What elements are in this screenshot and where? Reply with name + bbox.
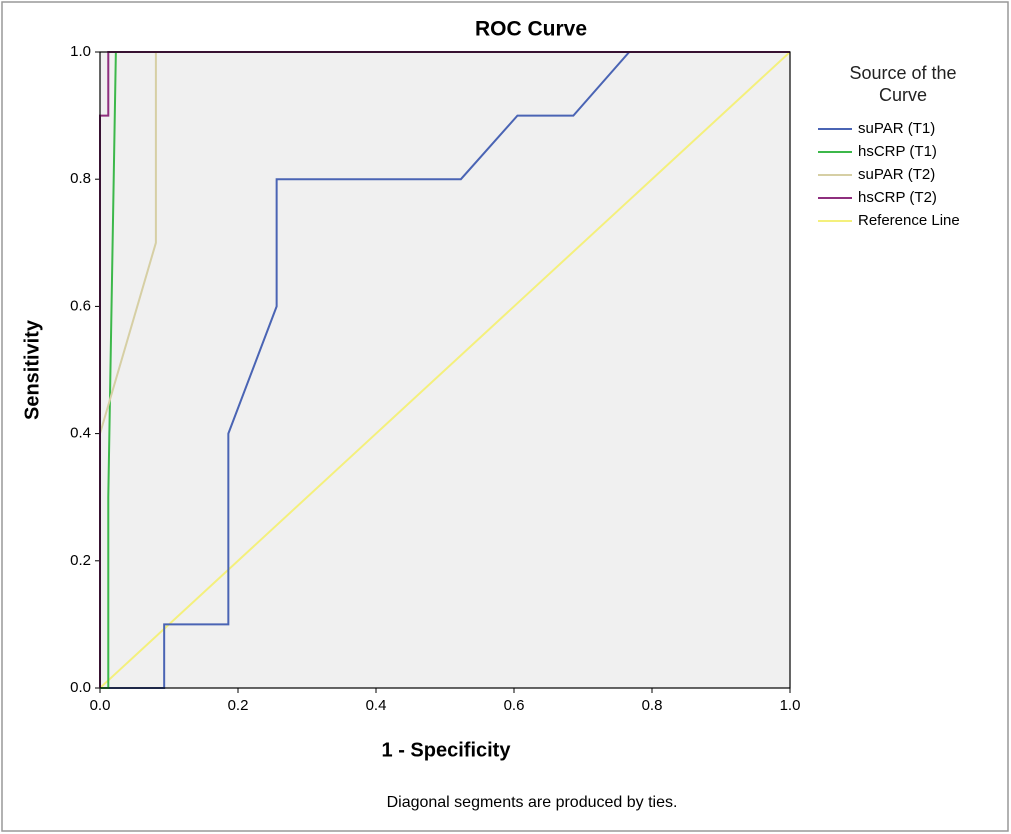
x-tick-label: 0.2 [228,697,249,714]
y-tick-label: 0.0 [70,679,91,696]
legend-label: suPAR (T2) [858,166,935,183]
y-tick-label: 1.0 [70,43,91,60]
legend-label: hsCRP (T1) [858,143,937,160]
roc-curve [100,51,790,689]
x-tick-label: 0.8 [642,697,663,714]
roc-curve [99,51,791,689]
y-tick-label: 0.8 [70,170,91,187]
y-tick-label: 0.6 [70,297,91,314]
x-tick-label: 0.4 [366,697,387,714]
legend-label: hsCRP (T2) [858,189,937,206]
legend-label: suPAR (T1) [858,120,935,137]
legend-label: Reference Line [858,212,960,229]
x-tick-label: 0.6 [504,697,525,714]
y-axis-label: Sensitivity [21,319,43,420]
x-tick-label: 0.0 [90,697,111,714]
footnote: Diagonal segments are produced by ties. [387,794,678,811]
chart-title: ROC Curve [475,18,587,41]
x-tick-label: 1.0 [780,697,801,714]
x-axis-label: 1 - Specificity [382,739,512,761]
y-tick-label: 0.4 [70,425,91,442]
plot-border [99,51,791,689]
legend-title: Source of the Curve [849,63,957,105]
y-tick-label: 0.2 [70,552,91,569]
